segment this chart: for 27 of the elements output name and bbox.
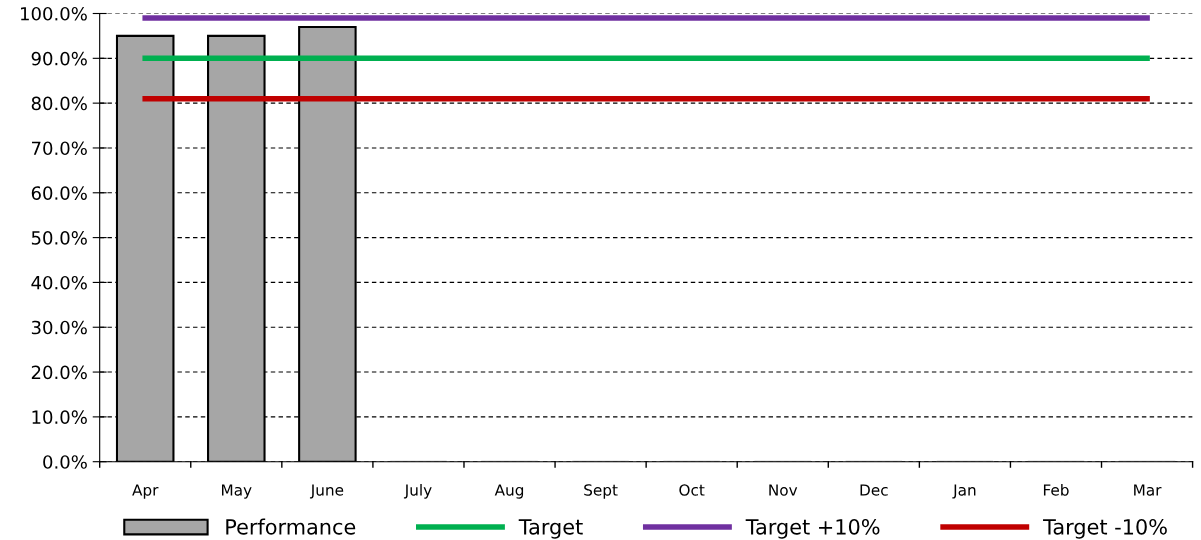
y-tick-label: 20.0%: [31, 365, 87, 380]
x-tick-label: Dec: [860, 484, 888, 496]
legend-label: Target -10%: [1043, 518, 1167, 539]
y-tick-label: 40.0%: [31, 275, 87, 290]
y-tick-label: 50.0%: [31, 231, 87, 245]
x-tick-label: Mar: [1134, 484, 1162, 496]
legend-label: Target: [518, 519, 583, 539]
y-tick-label: 100.0%: [21, 6, 87, 21]
x-tick-label: Oct: [679, 484, 705, 496]
y-tick-label: 0.0%: [43, 455, 87, 469]
x-tick-label: May: [222, 484, 252, 499]
legend-label: Performance: [226, 518, 356, 535]
x-tick-label: Sept: [584, 484, 618, 499]
x-tick-label: Feb: [1043, 483, 1069, 496]
y-tick-label: 80.0%: [31, 96, 87, 111]
y-tick-label: 90.0%: [31, 51, 87, 66]
y-tick-label: 60.0%: [31, 186, 87, 200]
legend-label: Target +10%: [745, 518, 880, 539]
y-tick-label: 10.0%: [32, 410, 87, 424]
y-tick-label: 30.0%: [31, 320, 87, 335]
x-tick-label: June: [309, 484, 344, 499]
x-tick-label: Nov: [769, 484, 798, 496]
x-tick-label: Aug: [494, 484, 524, 499]
x-tick-label: Apr: [132, 484, 159, 499]
x-tick-label: Jan: [952, 484, 976, 499]
y-tick-label: 70.0%: [32, 141, 87, 156]
x-tick-label: July: [403, 483, 432, 499]
